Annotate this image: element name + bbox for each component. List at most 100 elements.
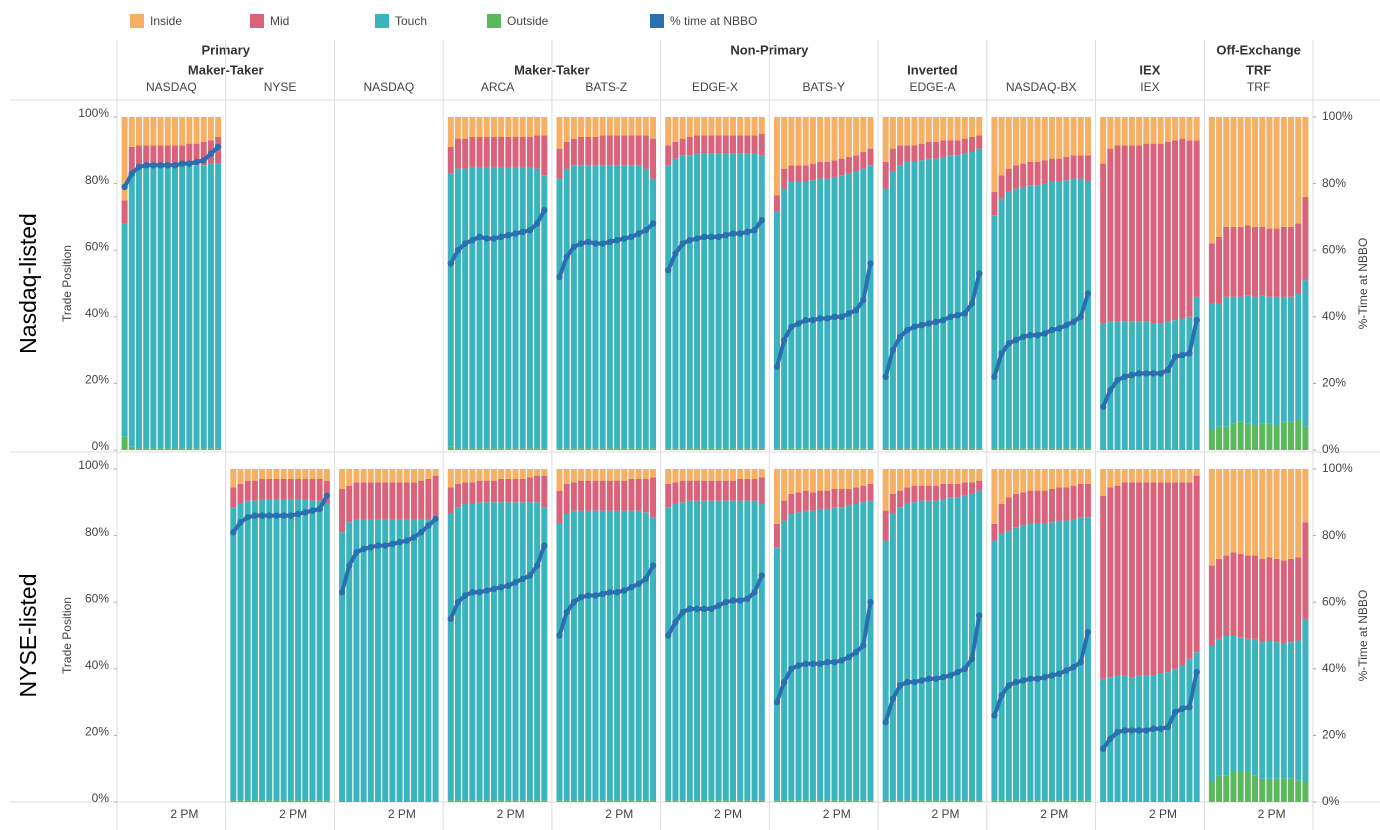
bar-segment xyxy=(665,469,672,484)
bar-segment xyxy=(1013,800,1019,802)
bar-segment xyxy=(287,498,294,801)
bar-segment xyxy=(200,165,207,449)
bar-segment xyxy=(1013,117,1019,166)
bar-segment xyxy=(1252,555,1259,639)
nbbo-point xyxy=(497,584,505,591)
nbbo-point xyxy=(476,233,483,241)
bar-segment xyxy=(505,800,512,802)
bar-segment xyxy=(505,469,512,479)
nbbo-point xyxy=(461,240,469,247)
bar-segment xyxy=(1005,800,1012,802)
bar-segment xyxy=(599,165,606,449)
nbbo-point xyxy=(417,529,425,536)
bar-segment xyxy=(1216,469,1223,559)
bar-segment xyxy=(831,469,838,489)
nbbo-point xyxy=(505,582,512,589)
bar-segment xyxy=(179,448,186,450)
bar-segment xyxy=(1273,296,1280,426)
nbbo-point xyxy=(563,253,570,261)
bar-segment xyxy=(483,800,490,802)
bar-segment xyxy=(505,117,512,137)
bar-segment xyxy=(715,153,722,449)
bar-segment xyxy=(954,140,961,156)
bar-segment xyxy=(1237,226,1244,297)
bar-segment xyxy=(578,800,585,802)
bar-segment xyxy=(672,482,679,504)
nbbo-point xyxy=(693,605,701,613)
bar-segment xyxy=(991,191,998,216)
bar-segment xyxy=(882,117,889,162)
bar-segment xyxy=(621,165,628,449)
bar-segment xyxy=(809,492,816,511)
bar-segment xyxy=(1048,800,1055,802)
bar-segment xyxy=(628,469,635,479)
bar-segment xyxy=(1077,469,1084,484)
y-axis-title: Trade Position xyxy=(60,245,74,322)
bar-segment xyxy=(635,478,642,511)
bar-segment xyxy=(795,469,802,493)
bar-segment xyxy=(534,475,541,503)
nbbo-point xyxy=(665,632,672,639)
bar-segment xyxy=(1063,469,1070,488)
bar-segment xyxy=(483,480,490,503)
bar-segment xyxy=(802,165,809,182)
bar-segment xyxy=(1114,469,1121,486)
bar-segment xyxy=(447,800,454,802)
bar-segment xyxy=(781,168,788,189)
bar-segment xyxy=(686,800,693,802)
nbbo-point xyxy=(382,542,389,549)
bar-segment xyxy=(339,469,346,489)
bar-segment xyxy=(831,507,838,801)
column-label: BATS-Z xyxy=(585,80,627,94)
bar-segment xyxy=(918,160,925,449)
bar-segment xyxy=(729,153,736,449)
bar-segment xyxy=(737,153,744,449)
bar-segment xyxy=(802,469,809,491)
bar-segment xyxy=(1230,296,1237,424)
nbbo-point xyxy=(280,512,287,519)
bar-segment xyxy=(621,135,628,166)
nbbo-point xyxy=(599,240,606,247)
bar-segment xyxy=(701,500,708,801)
nbbo-point xyxy=(860,296,867,304)
nbbo-point xyxy=(679,240,686,247)
nbbo-point xyxy=(410,534,418,541)
nbbo-point xyxy=(353,549,360,556)
bar-segment xyxy=(904,448,911,450)
bar-segment xyxy=(490,117,497,137)
bar-segment xyxy=(541,800,548,802)
bar-segment xyxy=(1208,469,1215,566)
nbbo-point xyxy=(816,660,824,668)
bar-segment xyxy=(737,478,744,501)
nbbo-point xyxy=(686,237,694,244)
bar-segment xyxy=(672,800,679,802)
bar-segment xyxy=(578,480,585,511)
bar-segment xyxy=(860,151,867,169)
nbbo-point xyxy=(708,233,715,241)
bar-segment xyxy=(1048,522,1055,801)
bar-segment xyxy=(889,513,896,801)
bar-segment xyxy=(498,469,505,479)
bar-segment xyxy=(1056,520,1063,801)
bar-segment xyxy=(1244,555,1251,639)
bar-segment xyxy=(1164,469,1171,483)
bar-segment xyxy=(947,155,954,449)
nbbo-point xyxy=(845,310,853,317)
bar-segment xyxy=(781,448,788,450)
bar-segment xyxy=(1056,117,1063,159)
bar-segment xyxy=(701,153,708,449)
nbbo-point xyxy=(1114,376,1121,384)
bar-segment xyxy=(135,168,142,449)
bar-segment xyxy=(788,800,795,802)
bar-segment xyxy=(432,518,439,802)
bar-segment xyxy=(642,512,649,801)
bar-segment xyxy=(860,485,867,503)
x-tick-label: 2 PM xyxy=(1040,807,1068,821)
bar-segment xyxy=(207,448,214,450)
bar-segment xyxy=(1136,145,1143,322)
nbbo-point xyxy=(802,660,809,668)
nbbo-point xyxy=(968,300,976,307)
bar-segment xyxy=(251,500,258,801)
bar-segment xyxy=(947,448,954,450)
bar-segment xyxy=(969,136,976,152)
